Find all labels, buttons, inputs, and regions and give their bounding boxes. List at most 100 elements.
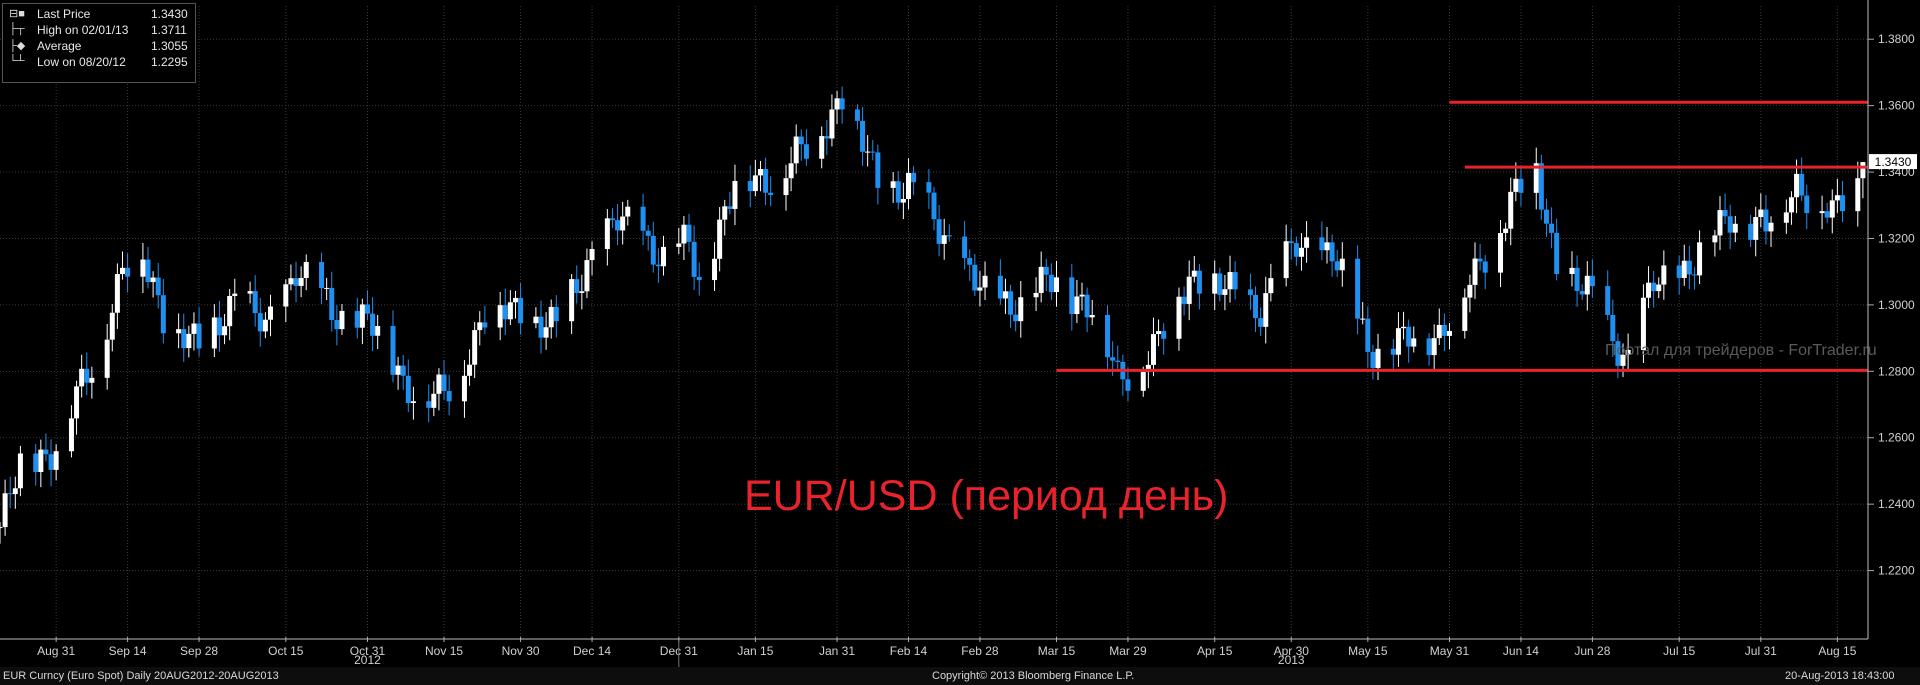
- candle-down: [334, 320, 340, 330]
- y-tick-label: 1.3800: [1878, 32, 1915, 46]
- y-tick-label: 1.3200: [1878, 231, 1915, 245]
- candle-up: [472, 330, 478, 365]
- footer-instrument: EUR Curncy (Euro Spot) Daily 20AUG2012-2…: [3, 670, 279, 682]
- footer-timestamp: 20-Aug-2013 18:43:00: [1785, 670, 1895, 682]
- square-icon: ⊟■: [9, 8, 25, 20]
- x-tick-label: Feb 28: [961, 644, 999, 658]
- candle-down: [160, 295, 166, 334]
- candle-up: [298, 277, 304, 286]
- candle-up: [1033, 292, 1039, 298]
- candle-up: [375, 326, 381, 336]
- x-tick-label: Feb 14: [890, 644, 928, 658]
- candle-down: [727, 206, 733, 209]
- candle-down: [1105, 314, 1111, 358]
- candle-down: [640, 206, 646, 231]
- candle-down: [645, 230, 651, 236]
- candle-down: [911, 172, 917, 183]
- candle-down: [446, 391, 452, 402]
- candle-up: [890, 181, 896, 188]
- candle-down: [48, 454, 54, 470]
- candle-up: [461, 375, 467, 402]
- candle-up: [303, 262, 309, 278]
- chart-annotation: EUR/USD (период день): [744, 472, 1229, 520]
- candle-up: [1834, 195, 1840, 201]
- candle-up: [2, 493, 8, 528]
- candle-down: [1763, 209, 1769, 232]
- candle-down: [936, 219, 942, 244]
- x-tick-label: Sep 28: [180, 644, 218, 658]
- candle-down: [482, 322, 488, 328]
- candle-up: [1783, 212, 1789, 223]
- candle-down: [1232, 272, 1238, 290]
- candle-up: [395, 365, 401, 375]
- candle-up: [1569, 267, 1575, 274]
- candle-down: [1258, 318, 1264, 327]
- candle-up: [1089, 314, 1095, 318]
- candle-down: [1217, 273, 1223, 295]
- candle-up: [1263, 293, 1269, 327]
- candle-down: [768, 192, 774, 196]
- candle-up: [0, 527, 3, 529]
- candle-down: [441, 374, 447, 392]
- y-tick-label: 1.2800: [1878, 364, 1915, 378]
- candle-down: [1610, 314, 1616, 342]
- candle-up: [17, 453, 23, 489]
- candle-up: [1462, 297, 1468, 331]
- candle-up: [268, 306, 274, 320]
- candle-down: [1839, 195, 1845, 212]
- candle-up: [1829, 200, 1835, 218]
- candle-down: [1013, 314, 1019, 322]
- candle-down: [1161, 331, 1167, 339]
- candle-down: [1441, 324, 1447, 336]
- x-tick-label: Aug 31: [37, 644, 75, 658]
- candle-up: [834, 98, 840, 110]
- candle-down: [1651, 282, 1657, 292]
- candle-up: [941, 235, 947, 244]
- x-tick-label: May 31: [1430, 644, 1470, 658]
- candle-up: [512, 297, 518, 303]
- x-tick-label: Sep 14: [109, 644, 147, 658]
- candle-up: [467, 364, 473, 376]
- candle-down: [1554, 232, 1560, 274]
- candle-down: [931, 192, 937, 220]
- candle-up: [533, 316, 539, 324]
- candle-up: [1339, 258, 1345, 271]
- y-tick-label: 1.2400: [1878, 497, 1915, 511]
- candle-up: [1788, 197, 1794, 213]
- legend-item-low: └┴ Low on 08/20/12 1.2295: [3, 55, 193, 70]
- legend-value: 1.3055: [151, 39, 188, 53]
- watermark: Портал для трейдеров - ForTrader.ru: [1605, 342, 1877, 359]
- candle-up: [829, 109, 835, 139]
- candle-up: [620, 216, 626, 231]
- candle-down: [155, 277, 161, 296]
- candle-down: [1538, 163, 1544, 210]
- candle-up: [579, 291, 585, 293]
- candle-up: [1298, 247, 1304, 257]
- candle-up: [1498, 233, 1504, 273]
- axes: 1.2200 1.2400 1.2600 1.2800 1.3000 1.3200 1.34…: [0, 0, 1917, 667]
- candle-up: [783, 178, 789, 196]
- candle-down: [1319, 237, 1325, 251]
- candle-up: [722, 206, 728, 220]
- candle-down: [329, 287, 335, 321]
- candle-down: [895, 181, 901, 203]
- candle-up: [222, 326, 228, 336]
- x-tick-label: Apr 30: [1274, 644, 1310, 658]
- candle-down: [854, 109, 860, 121]
- candle-down: [1125, 379, 1131, 391]
- candle-up: [1140, 371, 1146, 391]
- candle-up: [74, 386, 80, 419]
- candle-down: [1008, 291, 1014, 315]
- candle-up: [1712, 235, 1718, 243]
- legend: ⊟■ Last Price 1.3430 ├┬ High on 02/01/13…: [2, 3, 196, 83]
- candle-up: [1227, 272, 1233, 290]
- candle-up: [431, 393, 437, 408]
- candle-down: [1748, 223, 1754, 240]
- candle-up: [584, 260, 590, 292]
- candle-up: [752, 175, 758, 192]
- candle-up: [1860, 162, 1866, 179]
- candle-down: [803, 144, 809, 159]
- candle-up: [1324, 242, 1330, 251]
- candle-down: [747, 181, 753, 192]
- candle-up: [288, 278, 294, 285]
